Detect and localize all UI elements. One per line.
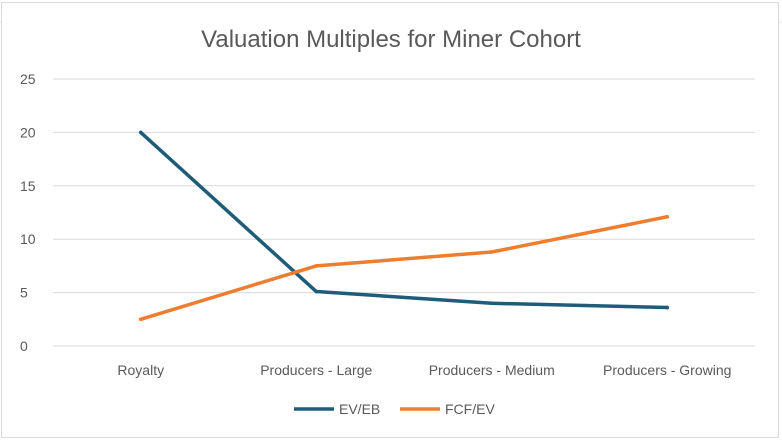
- chart-title: Valuation Multiples for Miner Cohort: [201, 26, 581, 53]
- legend-label: FCF/EV: [445, 401, 495, 417]
- series-lines: [138, 130, 670, 322]
- y-axis-ticks: 0 5 10 15 20 25: [20, 71, 36, 354]
- y-tick-label: 10: [20, 231, 36, 247]
- x-axis-ticks: Royalty Producers - Large Producers - Medi…: [117, 362, 731, 378]
- legend-label: EV/EB: [339, 401, 380, 417]
- y-tick-label: 25: [20, 71, 36, 87]
- legend: EV/EB FCF/EV: [294, 401, 495, 417]
- x-tick-label: Producers - Medium: [429, 362, 555, 378]
- y-tick-label: 0: [20, 338, 28, 354]
- series-line-0: [139, 130, 669, 310]
- line-chart: Valuation Multiples for Miner Cohort 0 5 1…: [20, 26, 755, 417]
- data-point: [665, 305, 670, 310]
- series-line-1: [139, 215, 669, 322]
- data-point: [489, 301, 494, 306]
- y-tick-label: 15: [20, 178, 36, 194]
- data-point: [314, 289, 319, 294]
- y-tick-label: 20: [20, 124, 36, 140]
- data-point: [314, 264, 319, 268]
- x-tick-label: Producers - Large: [260, 362, 372, 378]
- data-point: [138, 130, 143, 135]
- gridlines: [53, 78, 755, 347]
- data-point: [489, 250, 494, 254]
- data-point: [138, 317, 143, 322]
- x-tick-label: Royalty: [117, 362, 164, 378]
- x-tick-label: Producers - Growing: [603, 362, 731, 378]
- data-point: [665, 214, 670, 219]
- y-tick-label: 5: [20, 285, 28, 301]
